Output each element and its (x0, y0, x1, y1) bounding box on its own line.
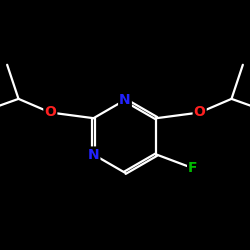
Text: N: N (88, 148, 99, 162)
Text: N: N (119, 93, 131, 107)
Text: F: F (188, 161, 198, 175)
Text: O: O (194, 106, 205, 120)
Text: O: O (44, 106, 56, 120)
